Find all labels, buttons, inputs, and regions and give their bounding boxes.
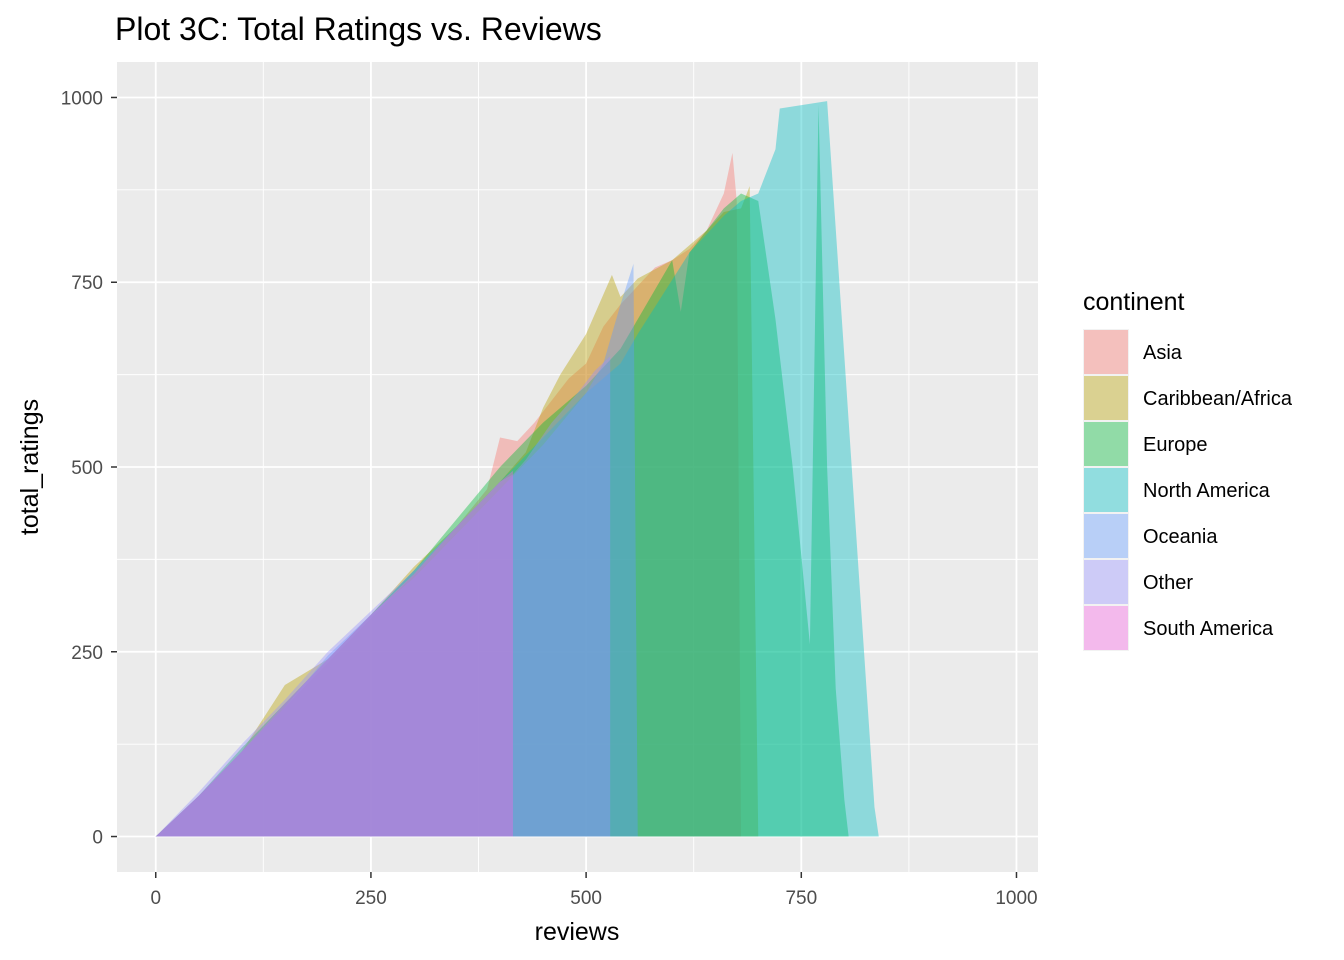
legend-label: Asia — [1143, 342, 1183, 364]
plot-panel — [117, 62, 1038, 872]
x-tick-label: 0 — [150, 888, 161, 909]
area-series-other — [155, 356, 611, 837]
x-tick-label: 250 — [355, 888, 387, 909]
legend-key-background — [1083, 605, 1129, 651]
area-series-south-america — [155, 470, 513, 837]
chart-title: Plot 3C: Total Ratings vs. Reviews — [115, 11, 602, 47]
area-series-caribbean-africa — [155, 186, 759, 837]
legend-swatch — [1084, 422, 1128, 466]
y-tick-label: 0 — [92, 828, 103, 849]
legend-swatch — [1084, 560, 1128, 604]
legend-key-background — [1083, 513, 1129, 559]
legend-key-background — [1083, 559, 1129, 605]
legend-label: Oceania — [1143, 526, 1218, 548]
x-tick-label: 500 — [570, 888, 602, 909]
legend-label: Caribbean/Africa — [1143, 388, 1293, 410]
legend-item-asia: Asia — [1083, 329, 1183, 375]
x-tick-label: 1000 — [995, 888, 1037, 909]
y-tick-label: 750 — [71, 273, 103, 294]
legend-label: South America — [1143, 618, 1274, 640]
legend-key-background — [1083, 421, 1129, 467]
y-tick-label: 1000 — [61, 88, 103, 109]
y-axis-title: total_ratings — [16, 399, 44, 535]
x-axis-title: reviews — [535, 918, 620, 946]
legend-item-oceania: Oceania — [1083, 513, 1218, 559]
y-tick-label: 500 — [71, 458, 103, 479]
legend-swatch — [1084, 468, 1128, 512]
area-series-asia — [155, 152, 935, 837]
legend: continent Asia Caribbean/Africa Europe Nort… — [1083, 288, 1293, 651]
legend-label: North America — [1143, 480, 1271, 502]
area-series-north-america — [155, 101, 991, 837]
legend-item-north-america: North America — [1083, 467, 1271, 513]
legend-key-background — [1083, 375, 1129, 421]
x-tick-label: 750 — [785, 888, 817, 909]
data-layer — [155, 101, 991, 837]
legend-swatch — [1084, 330, 1128, 374]
legend-label: Other — [1143, 572, 1193, 594]
legend-item-europe: Europe — [1083, 421, 1208, 467]
area-series-oceania — [155, 263, 638, 837]
legend-swatch — [1084, 376, 1128, 420]
legend-item-south-america: South America — [1083, 605, 1274, 651]
legend-key-background — [1083, 467, 1129, 513]
y-tick-label: 250 — [71, 643, 103, 664]
legend-swatch — [1084, 606, 1128, 650]
legend-item-caribbean-africa: Caribbean/Africa — [1083, 375, 1293, 421]
legend-swatch — [1084, 514, 1128, 558]
axes: 0 250 500 750 1000 0 250 500 750 1000 — [61, 88, 1038, 909]
legend-key-background — [1083, 329, 1129, 375]
legend-title: continent — [1083, 288, 1185, 316]
area-series-europe — [155, 104, 849, 837]
legend-label: Europe — [1143, 434, 1208, 456]
legend-item-other: Other — [1083, 559, 1193, 605]
